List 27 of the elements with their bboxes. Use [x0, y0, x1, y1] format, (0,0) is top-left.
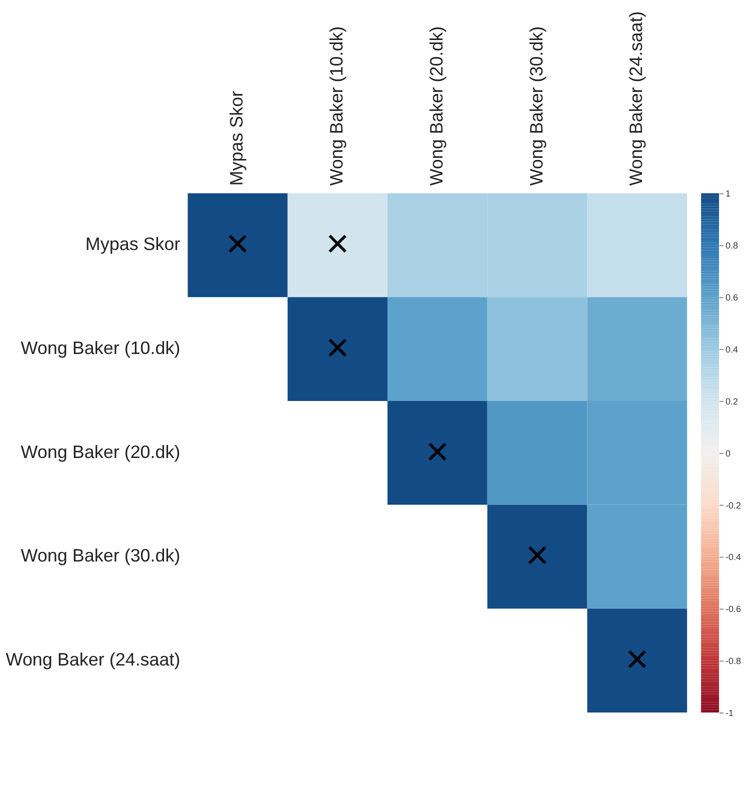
color-bar-label: -0.4	[726, 552, 741, 562]
color-bar-label: 1	[726, 188, 731, 199]
color-bar-label: -0.8	[726, 656, 741, 666]
color-bar-label: 0.4	[726, 344, 738, 355]
x-tick-label: Wong Baker (30.dk)	[526, 26, 546, 186]
y-tick-label: Wong Baker (10.dk)	[20, 338, 180, 358]
x-tick-label: Mypas Skor	[226, 90, 247, 186]
data-label: ×	[625, 638, 649, 682]
color-bar-label: -1	[726, 708, 734, 718]
y-tick-label: Mypas Skor	[85, 234, 180, 254]
y-tick-label: Wong Baker (30.dk)	[20, 546, 180, 566]
color-bar-label: 0	[726, 448, 731, 458]
data-label: ×	[226, 222, 250, 266]
x-tick-label: Wong Baker (24.saat)	[626, 11, 646, 186]
data-label: ×	[326, 222, 350, 266]
y-tick-label: Wong Baker (20.dk)	[20, 442, 180, 462]
y-tick-label: Wong Baker (24.saat)	[6, 650, 180, 670]
color-bar-label: 0.2	[726, 396, 738, 406]
data-label: ×	[526, 534, 549, 578]
color-bar-label: -0.6	[726, 604, 741, 614]
color-bar-label: 0.8	[726, 240, 738, 251]
x-tick-label: Wong Baker (10.dk)	[326, 26, 347, 186]
color-bar-label: -0.2	[726, 500, 741, 510]
data-label: ×	[426, 430, 450, 474]
x-tick-label: Wong Baker (20.dk)	[426, 26, 446, 186]
data-label: ×	[326, 326, 350, 370]
color-bar-label: 0.6	[726, 292, 738, 303]
